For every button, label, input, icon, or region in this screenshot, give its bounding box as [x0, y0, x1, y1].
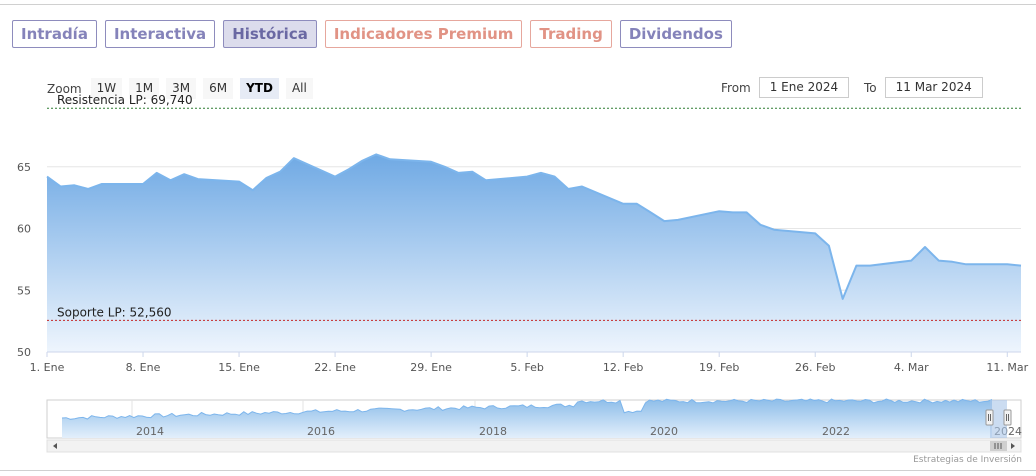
- x-tick-label: 4. Mar: [894, 361, 929, 374]
- tab-interactiva[interactable]: Interactiva: [104, 20, 216, 48]
- scroll-left-arrow: [53, 443, 57, 449]
- navigator-year-label: 2018: [479, 425, 507, 438]
- tab-hist-rica[interactable]: Histórica: [223, 20, 317, 48]
- navigator-year-label: 2022: [822, 425, 850, 438]
- zoom-3m-button[interactable]: 3M: [166, 78, 197, 99]
- x-tick-label: 8. Ene: [126, 361, 161, 374]
- zoom-1m-button[interactable]: 1M: [129, 78, 160, 99]
- scroll-right-arrow: [1011, 443, 1015, 449]
- to-label: To: [864, 80, 877, 95]
- top-divider: [0, 4, 1036, 5]
- x-tick-label: 26. Feb: [795, 361, 835, 374]
- zoom-1w-button[interactable]: 1W: [90, 78, 123, 99]
- x-tick-label: 11. Mar: [986, 361, 1028, 374]
- y-tick-label: 65: [17, 161, 31, 174]
- support-label: Soporte LP: 52,560: [57, 305, 172, 319]
- zoom-all-button[interactable]: All: [285, 78, 313, 99]
- zoom-selector: Zoom 1W 1M 3M 6M YTD All: [47, 78, 313, 99]
- tab-dividendos[interactable]: Dividendos: [619, 20, 732, 48]
- x-tick-label: 29. Ene: [410, 361, 452, 374]
- price-line: [46, 153, 1022, 300]
- x-tick-label: 5. Feb: [510, 361, 543, 374]
- navigator-selection: [990, 400, 1007, 438]
- zoom-6m-button[interactable]: 6M: [203, 78, 234, 99]
- navigator-left-handle[interactable]: [985, 409, 994, 426]
- navigator-year-label: 2016: [307, 425, 335, 438]
- view-tabs: Intradía Interactiva Histórica Indicadores …: [12, 20, 732, 48]
- credits: Estrategias de Inversión: [913, 455, 1022, 465]
- y-tick-label: 55: [17, 284, 31, 297]
- y-tick-label: 60: [17, 223, 31, 236]
- to-date-input[interactable]: 11 Mar 2024: [884, 77, 983, 98]
- resistance-label: Resistencia LP: 69,740: [57, 93, 193, 107]
- x-tick-label: 15. Ene: [218, 361, 260, 374]
- range-to: To 11 Mar 2024: [864, 77, 983, 98]
- navigator-year-label: 2020: [650, 425, 678, 438]
- navigator-right-handle[interactable]: [1003, 409, 1012, 426]
- zoom-label: Zoom: [47, 81, 82, 96]
- navigator-year-label: 2014: [136, 425, 164, 438]
- tab-trading[interactable]: Trading: [530, 20, 612, 48]
- y-tick-label: 50: [17, 346, 31, 359]
- navigator-line: [61, 398, 993, 420]
- from-label: From: [721, 80, 751, 95]
- zoom-ytd-button[interactable]: YTD: [240, 78, 279, 99]
- tab-indicadores-premium[interactable]: Indicadores Premium: [324, 20, 523, 48]
- x-tick-label: 1. Ene: [30, 361, 65, 374]
- price-area: [47, 154, 1021, 352]
- navigator-area: [62, 399, 992, 438]
- x-tick-label: 12. Feb: [603, 361, 643, 374]
- range-from: From 1 Ene 2024: [721, 77, 850, 98]
- x-tick-label: 19. Feb: [699, 361, 739, 374]
- navigator-scrollbar[interactable]: [46, 439, 1022, 453]
- from-date-input[interactable]: 1 Ene 2024: [758, 77, 850, 98]
- x-tick-label: 22. Ene: [314, 361, 356, 374]
- bottom-divider: [0, 470, 1036, 471]
- tab-intrad-a[interactable]: Intradía: [12, 20, 97, 48]
